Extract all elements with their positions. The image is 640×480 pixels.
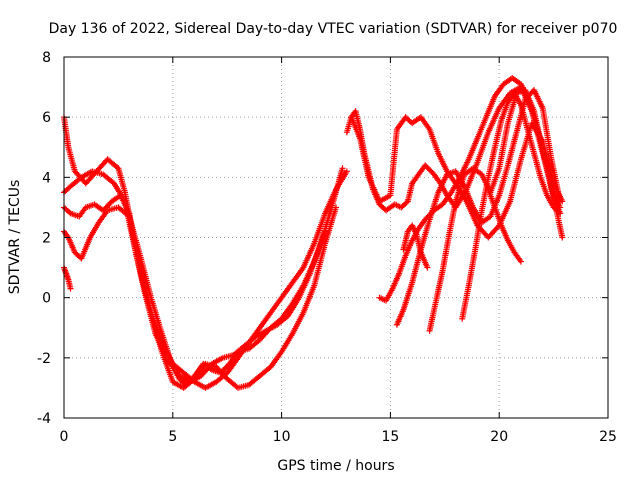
data-point [322, 228, 329, 235]
y-axis-label: SDTVAR / TECUs [7, 180, 23, 295]
y-tick-label: 0 [42, 291, 51, 307]
data-point [424, 264, 431, 271]
data-point [517, 258, 524, 265]
data-point [557, 210, 564, 217]
data-point [555, 209, 562, 216]
series-trace-10 [400, 222, 431, 271]
y-tick-label: 2 [42, 231, 51, 247]
data-point [557, 198, 564, 205]
data-point [67, 285, 74, 292]
data-point [66, 209, 73, 216]
data-point [559, 234, 566, 241]
x-axis-label: GPS time / hours [277, 458, 394, 474]
chart-title: Day 136 of 2022, Sidereal Day-to-day VTE… [49, 21, 618, 37]
x-tick-label: 0 [60, 429, 69, 445]
y-tick-label: 4 [42, 170, 51, 186]
grid-lines [64, 57, 608, 418]
series-trace-1 [61, 114, 350, 391]
axis-ticks: 0 5 10 15 20 25 -4 -2 0 2 4 6 8 [37, 50, 617, 445]
y-tick-label: 6 [42, 110, 51, 126]
y-tick-label: -4 [37, 411, 51, 427]
x-tick-label: 15 [381, 429, 399, 445]
y-tick-label: 8 [42, 50, 51, 66]
data-point [333, 204, 339, 211]
x-tick-label: 10 [273, 429, 291, 445]
series-trace-4 [61, 204, 329, 388]
series-trace-12 [459, 90, 564, 322]
x-tick-label: 20 [490, 429, 508, 445]
series-trace-13 [485, 186, 524, 265]
x-tick-label: 25 [599, 429, 617, 445]
series-trace-2 [61, 165, 346, 385]
series-trace-5 [61, 264, 74, 292]
data-point [403, 199, 410, 206]
data-point [343, 168, 350, 175]
data-points [61, 75, 566, 391]
x-tick-label: 5 [168, 429, 177, 445]
y-tick-label: -2 [37, 351, 51, 367]
data-point [339, 165, 346, 172]
